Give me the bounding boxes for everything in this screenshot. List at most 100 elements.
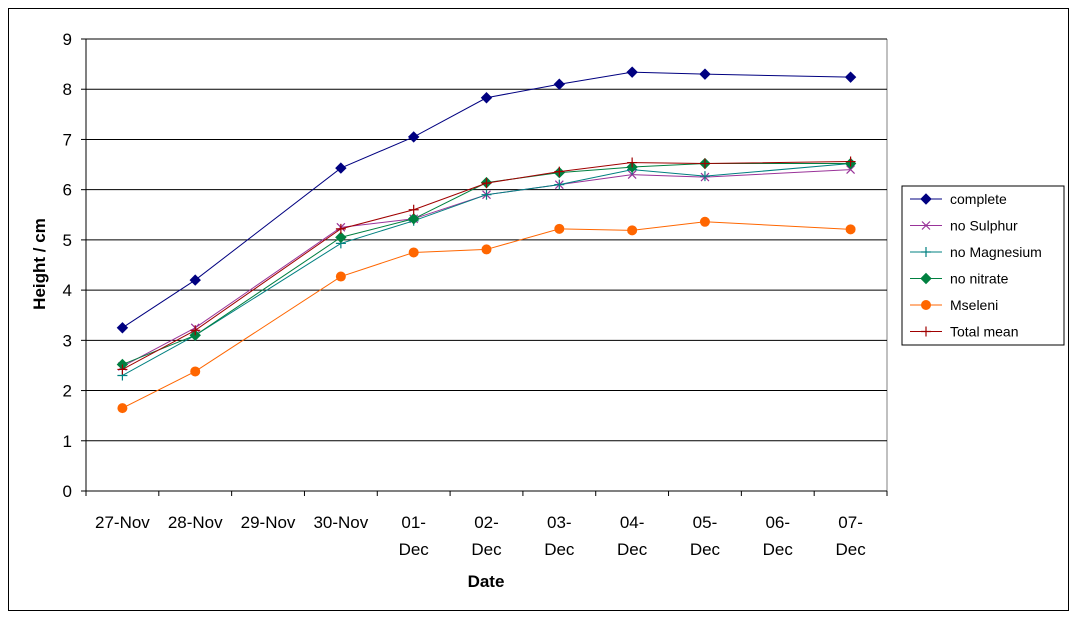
x-tick-label-line: 07- — [838, 513, 863, 532]
point-marker — [921, 221, 931, 230]
point-marker — [554, 223, 565, 234]
point-marker — [699, 216, 710, 227]
series-4 — [117, 216, 856, 414]
x-tick-label-line: 03- — [547, 513, 572, 532]
x-tick-label: 01- Dec — [399, 513, 430, 559]
y-tick-label: 3 — [63, 331, 72, 350]
series-lines — [116, 66, 857, 414]
point-marker — [480, 92, 493, 104]
y-tick-label: 4 — [63, 281, 72, 300]
legend-item-2: no Magnesium — [910, 244, 1042, 260]
point-marker — [699, 68, 711, 80]
legend-label: Total mean — [950, 324, 1018, 340]
x-tick-label-line: 27-Nov — [95, 513, 150, 532]
point-marker — [189, 329, 201, 342]
series-0 — [116, 66, 857, 334]
legend-box — [901, 185, 1065, 346]
x-tick-label: 27-Nov — [95, 513, 150, 532]
x-tick-label-line: 29-Nov — [241, 513, 296, 532]
point-marker — [335, 271, 346, 282]
tick-labels: 0 1 2 3 4 5 6 7 8 9 27-Nov 28-Nov 29-Nov 30-Nov 01- Dec… — [63, 30, 867, 559]
gridlines — [86, 38, 888, 491]
x-axis-title: Date — [468, 572, 505, 591]
point-marker — [189, 274, 201, 286]
point-marker — [920, 272, 932, 285]
x-tick-label: 05- Dec — [690, 513, 721, 559]
y-tick-label: 0 — [63, 482, 72, 501]
x-tick-label-line: Dec — [471, 540, 502, 559]
x-tick-label-line: Dec — [617, 540, 648, 559]
point-marker — [190, 325, 201, 336]
legend-label: no Sulphur — [950, 218, 1018, 234]
x-tick-label: 30-Nov — [313, 513, 368, 532]
legend-label: no nitrate — [950, 271, 1009, 287]
point-marker — [407, 213, 420, 225]
y-tick-label: 9 — [63, 30, 72, 49]
series-line — [122, 71, 851, 329]
legend-label: complete — [950, 191, 1007, 207]
x-tick-label: 07- Dec — [835, 513, 866, 559]
x-tick-label-line: 05- — [693, 513, 718, 532]
point-marker — [408, 204, 419, 215]
legend-label: Mseleni — [950, 297, 998, 313]
point-marker — [627, 157, 638, 168]
y-tick-label: 5 — [63, 231, 72, 250]
x-tick-label-line: Dec — [544, 540, 575, 559]
point-marker — [845, 156, 856, 167]
point-marker — [407, 131, 420, 143]
legend-item-1: no Sulphur — [910, 218, 1018, 234]
point-marker — [921, 247, 931, 257]
x-tick-label: 04- Dec — [617, 513, 648, 559]
point-marker — [335, 223, 346, 234]
x-tick-label-line: Dec — [690, 540, 721, 559]
legend-item-4: Mseleni — [910, 297, 998, 313]
point-marker — [627, 225, 638, 236]
legend-label: no Magnesium — [950, 244, 1042, 260]
point-marker — [699, 171, 710, 182]
point-marker — [116, 322, 129, 334]
x-tick-label-line: 28-Nov — [168, 513, 223, 532]
x-tick-label-line: Dec — [763, 540, 794, 559]
x-tick-label: 06- Dec — [763, 513, 794, 559]
point-marker — [627, 170, 637, 180]
point-marker — [481, 178, 492, 189]
series-2 — [117, 158, 856, 381]
point-marker — [920, 193, 932, 205]
point-marker — [335, 162, 347, 174]
axes — [81, 38, 888, 496]
x-tick-label: 03- Dec — [544, 513, 575, 559]
legend: complete no Sulphur no Magnesium no nitrat… — [901, 185, 1065, 346]
point-marker — [553, 78, 566, 90]
point-marker — [190, 366, 201, 377]
legend-item-0: complete — [910, 191, 1007, 207]
x-tick-label-line: Dec — [399, 540, 430, 559]
x-tick-label-line: 01- — [401, 513, 426, 532]
x-tick-label-line: 02- — [474, 513, 499, 532]
y-tick-label: 8 — [63, 80, 72, 99]
y-tick-label: 2 — [63, 382, 72, 401]
x-tick-label: 02- Dec — [471, 513, 502, 559]
point-marker — [335, 231, 347, 244]
series-5 — [117, 156, 856, 375]
point-marker — [921, 300, 931, 310]
point-marker — [554, 179, 565, 190]
point-marker — [117, 364, 128, 375]
y-tick-label: 7 — [63, 130, 72, 149]
y-axis-title: Height / cm — [30, 218, 49, 310]
legend-item-3: no nitrate — [910, 271, 1009, 287]
x-tick-label-line: 04- — [620, 513, 645, 532]
point-marker — [554, 166, 565, 177]
point-marker — [846, 165, 856, 175]
point-marker — [845, 224, 856, 235]
point-marker — [481, 189, 492, 200]
x-tick-label-line: Dec — [835, 540, 866, 559]
point-marker — [626, 66, 638, 78]
x-tick-label-line: 06- — [765, 513, 790, 532]
x-tick-label: 29-Nov — [241, 513, 296, 532]
point-marker — [408, 247, 419, 258]
legend-item-5: Total mean — [910, 324, 1018, 340]
x-tick-label-line: 30-Nov — [313, 513, 368, 532]
point-marker — [921, 326, 931, 337]
x-tick-label: 28-Nov — [168, 513, 223, 532]
